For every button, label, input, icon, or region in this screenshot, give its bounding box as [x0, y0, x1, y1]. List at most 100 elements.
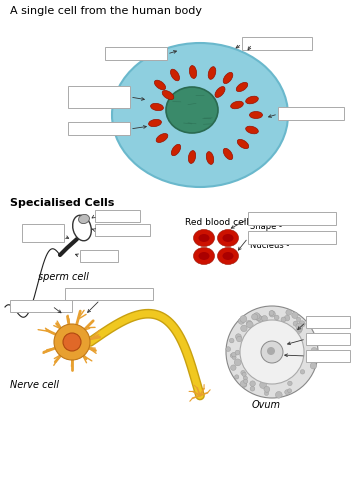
FancyBboxPatch shape [68, 86, 130, 108]
Ellipse shape [189, 66, 196, 78]
Circle shape [311, 348, 317, 354]
Circle shape [284, 316, 290, 321]
Ellipse shape [217, 230, 239, 246]
Circle shape [232, 352, 236, 357]
Circle shape [264, 391, 269, 396]
FancyBboxPatch shape [248, 231, 336, 244]
Ellipse shape [223, 148, 233, 160]
Circle shape [281, 317, 286, 322]
FancyBboxPatch shape [95, 224, 150, 236]
Ellipse shape [199, 252, 210, 260]
FancyBboxPatch shape [22, 224, 64, 242]
Circle shape [240, 380, 247, 387]
Circle shape [235, 350, 240, 355]
Circle shape [244, 379, 248, 384]
Ellipse shape [231, 101, 243, 109]
Circle shape [311, 353, 316, 358]
Circle shape [296, 328, 302, 334]
FancyBboxPatch shape [306, 316, 350, 328]
Circle shape [54, 324, 90, 360]
Text: sperm cell: sperm cell [38, 272, 89, 282]
Circle shape [230, 354, 234, 358]
Circle shape [297, 326, 303, 332]
FancyBboxPatch shape [248, 212, 336, 225]
Ellipse shape [208, 66, 216, 80]
Circle shape [267, 347, 275, 355]
Text: Specialised Cells: Specialised Cells [10, 198, 114, 208]
Circle shape [235, 334, 241, 340]
Circle shape [293, 321, 298, 326]
Ellipse shape [236, 82, 248, 92]
Circle shape [262, 316, 268, 322]
Ellipse shape [217, 248, 239, 264]
Circle shape [246, 320, 252, 326]
Circle shape [226, 306, 318, 398]
Circle shape [292, 312, 298, 318]
Circle shape [310, 362, 316, 369]
Ellipse shape [154, 80, 166, 90]
Ellipse shape [149, 120, 161, 126]
Circle shape [252, 314, 258, 320]
Circle shape [63, 333, 81, 351]
Ellipse shape [246, 96, 258, 104]
Ellipse shape [171, 69, 179, 81]
Ellipse shape [166, 87, 218, 133]
FancyBboxPatch shape [10, 300, 72, 312]
Ellipse shape [223, 72, 233, 84]
Circle shape [274, 315, 279, 320]
Circle shape [253, 312, 260, 320]
Text: Nucleus -: Nucleus - [250, 241, 289, 250]
Text: Shape -: Shape - [250, 222, 282, 231]
Ellipse shape [79, 214, 90, 224]
Circle shape [246, 322, 253, 328]
Circle shape [230, 365, 236, 370]
Circle shape [287, 381, 292, 386]
Circle shape [296, 323, 303, 330]
FancyBboxPatch shape [80, 250, 118, 262]
Text: Ovum: Ovum [252, 400, 281, 410]
FancyBboxPatch shape [306, 333, 350, 345]
Text: Red blood cells: Red blood cells [185, 218, 253, 227]
Ellipse shape [223, 252, 234, 260]
Circle shape [297, 318, 301, 322]
Circle shape [269, 310, 274, 316]
FancyBboxPatch shape [278, 107, 344, 120]
Circle shape [261, 341, 283, 363]
Circle shape [257, 316, 263, 322]
Ellipse shape [199, 234, 210, 242]
FancyBboxPatch shape [95, 210, 140, 222]
Circle shape [288, 389, 292, 393]
Text: Nerve cell: Nerve cell [10, 380, 59, 390]
Circle shape [240, 316, 247, 322]
Circle shape [240, 320, 304, 384]
Circle shape [309, 334, 315, 340]
Circle shape [235, 375, 239, 379]
Ellipse shape [150, 104, 164, 110]
Circle shape [242, 372, 246, 376]
Ellipse shape [162, 90, 174, 100]
Circle shape [285, 390, 290, 394]
Circle shape [264, 386, 270, 392]
FancyBboxPatch shape [68, 122, 130, 135]
Circle shape [255, 314, 261, 320]
Circle shape [269, 311, 275, 317]
Circle shape [250, 386, 255, 391]
Ellipse shape [215, 86, 225, 98]
Circle shape [312, 340, 316, 345]
Circle shape [232, 356, 236, 360]
Circle shape [238, 318, 244, 324]
Ellipse shape [73, 215, 91, 241]
Ellipse shape [194, 248, 215, 264]
Circle shape [259, 382, 267, 388]
Ellipse shape [250, 112, 263, 118]
Circle shape [241, 370, 245, 375]
Circle shape [241, 325, 247, 332]
Circle shape [226, 346, 230, 352]
FancyBboxPatch shape [306, 350, 350, 362]
Circle shape [236, 336, 242, 342]
Ellipse shape [194, 230, 215, 246]
Circle shape [299, 321, 305, 327]
Circle shape [300, 370, 305, 374]
Circle shape [286, 310, 291, 315]
Ellipse shape [246, 126, 258, 134]
